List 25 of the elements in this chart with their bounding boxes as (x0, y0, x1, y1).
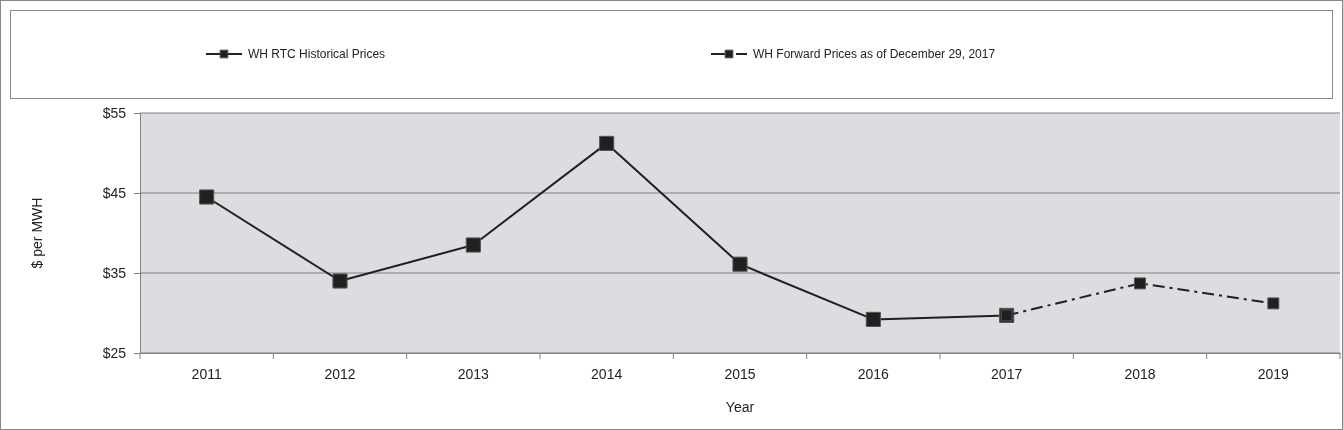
x-tick-label: 2013 (457, 365, 490, 382)
x-axis-title: Year (725, 399, 755, 415)
y-tick-label: $35 (102, 264, 127, 281)
point (732, 256, 748, 272)
legend-label: WH RTC Historical Prices (248, 47, 386, 61)
point (1134, 277, 1146, 290)
x-tick-label: 2018 (1124, 365, 1156, 382)
x-tick-label: 2017 (991, 365, 1023, 382)
x-tick-label: 2016 (857, 365, 890, 382)
x-tick-label: 2019 (1257, 365, 1290, 382)
point (599, 135, 615, 151)
point (865, 311, 881, 327)
point (1267, 297, 1280, 310)
x-tick-label: 2014 (591, 365, 623, 382)
y-tick-label: $25 (102, 344, 127, 361)
x-tick-label: 2011 (191, 365, 222, 382)
point (332, 273, 348, 289)
point (465, 237, 481, 253)
legend-label: WH Forward Prices as of December 29, 2017 (753, 47, 996, 61)
point (199, 189, 215, 205)
x-tick-label: 2012 (324, 365, 356, 382)
y-tick-label: $45 (102, 184, 127, 201)
y-axis-title: $ per MWH (29, 197, 45, 269)
x-tick-label: 2015 (724, 365, 756, 382)
y-tick-label: $55 (102, 104, 127, 121)
